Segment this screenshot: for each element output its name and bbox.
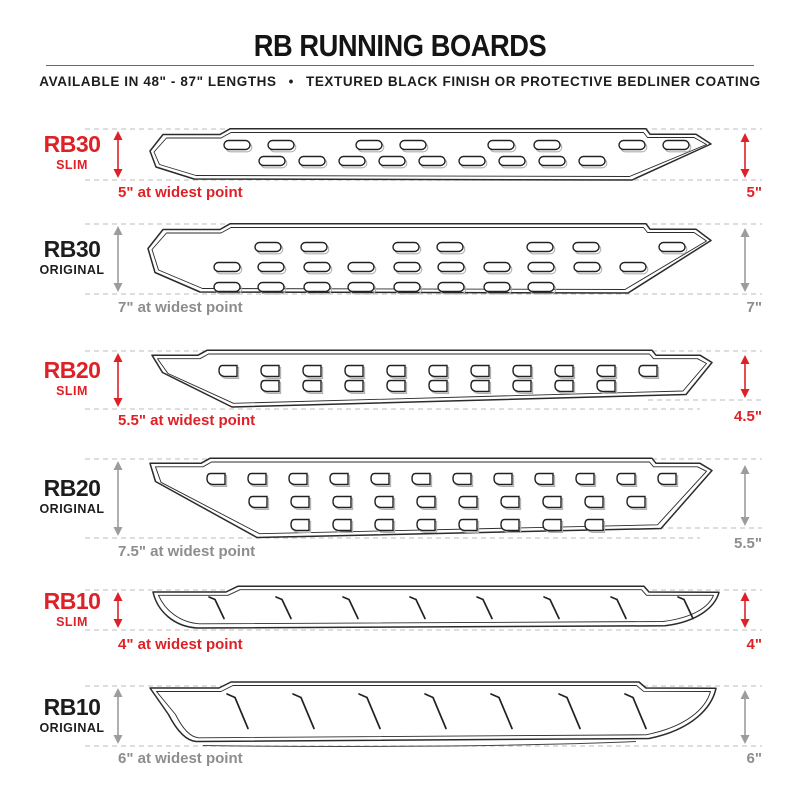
title-divider [46,65,754,66]
widest-point-label: 6" at widest point [118,750,243,767]
model-name: RB10 [43,588,101,614]
model-label-rb10-original: RB10 ORIGINAL [17,696,127,735]
side-measure-label: 5.5" [734,535,762,552]
model-label-rb30-original: RB30 ORIGINAL [17,238,127,277]
page-subtitle: AVAILABLE IN 48" - 87" LENGTHS • TEXTURED … [0,74,800,89]
widest-point-label: 4" at widest point [118,636,243,653]
side-measure-label: 7" [746,299,762,316]
widest-point-label: 5.5" at widest point [118,412,256,429]
bullet-separator-icon: • [288,74,294,89]
model-label-rb30-slim: RB30 SLIM [17,133,127,172]
model-variant: SLIM [56,615,88,629]
model-name: RB20 [43,475,101,501]
model-label-rb20-slim: RB20 SLIM [17,359,127,398]
model-variant: SLIM [56,384,88,398]
model-name: RB30 [43,236,101,262]
widest-point-label: 7.5" at widest point [118,543,256,560]
side-measure-label: 5" [746,184,762,201]
widest-point-label: 7" at widest point [118,299,243,316]
model-variant: ORIGINAL [39,502,105,516]
model-variant: SLIM [56,158,88,172]
model-label-rb20-original: RB20 ORIGINAL [17,477,127,516]
side-measure-label: 4" [746,636,762,653]
model-variant: ORIGINAL [39,721,105,735]
model-name: RB20 [43,357,101,383]
subtitle-lengths: AVAILABLE IN 48" - 87" LENGTHS [39,74,277,89]
model-label-rb10-slim: RB10 SLIM [17,590,127,629]
side-measure-label: 6" [746,750,762,767]
model-variant: ORIGINAL [39,263,105,277]
model-name: RB30 [43,131,101,157]
widest-point-label: 5" at widest point [118,184,243,201]
page-title: RB RUNNING BOARDS [253,28,547,63]
subtitle-finish: TEXTURED BLACK FINISH OR PROTECTIVE BEDL… [305,74,761,89]
side-measure-label: 4.5" [734,408,762,425]
model-name: RB10 [43,694,101,720]
